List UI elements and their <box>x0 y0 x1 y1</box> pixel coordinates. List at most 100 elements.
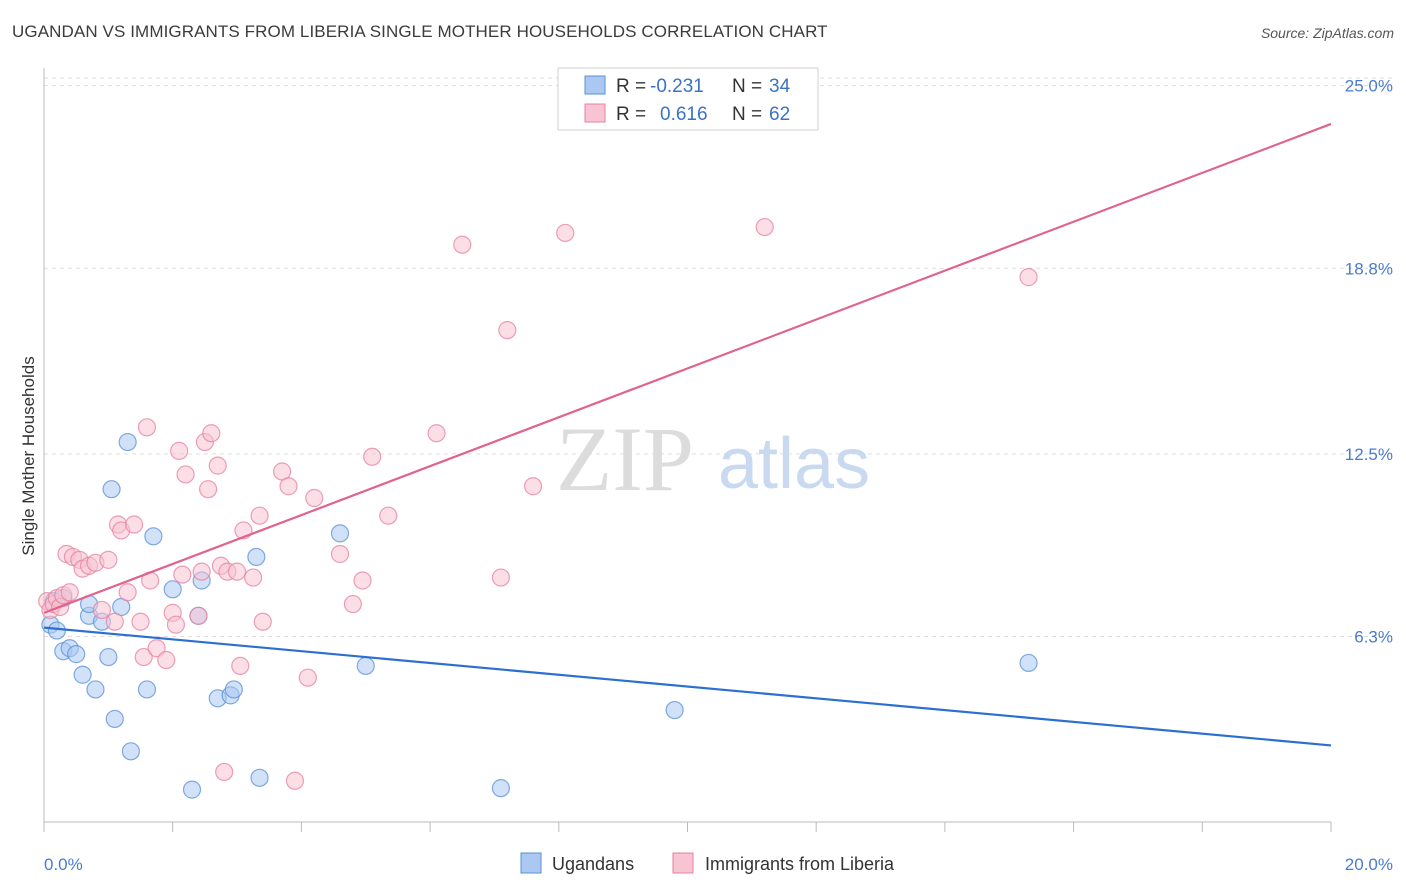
point-liberia-36 <box>208 456 227 475</box>
legend-swatch-ugandans <box>584 75 606 95</box>
point-liberia-52 <box>343 594 362 614</box>
point-ugandans-20 <box>182 780 202 799</box>
point-liberia-62 <box>1019 268 1038 287</box>
point-liberia-57 <box>453 235 472 254</box>
data-points <box>38 217 1038 799</box>
trend-line-liberia <box>43 122 1332 614</box>
point-liberia-31 <box>189 606 208 625</box>
point-ugandans-15 <box>118 432 137 452</box>
y-tick-label-0: 6.3% <box>1354 627 1393 646</box>
point-liberia-29 <box>173 565 192 584</box>
y-tick-label-3: 25.0% <box>1345 77 1393 96</box>
x-tick-labels: 0.0% 20.0% <box>44 855 1393 874</box>
legend-r-label-1: R = <box>616 76 646 97</box>
trend-lines <box>43 122 1332 747</box>
point-liberia-47 <box>279 477 298 496</box>
point-liberia-32 <box>192 562 211 581</box>
legend-r-value-1: -0.231 <box>650 76 704 97</box>
y-axis-label: Single Mother Households <box>19 356 38 555</box>
point-liberia-13 <box>92 600 112 620</box>
axes <box>43 68 1332 832</box>
point-liberia-48 <box>285 771 305 790</box>
point-liberia-18 <box>118 583 137 602</box>
point-ugandans-29 <box>356 656 375 675</box>
point-ugandans-1 <box>47 621 66 640</box>
trend-line-ugandans <box>43 626 1332 747</box>
bottom-legend-label-liberia: Immigrants from Liberia <box>705 854 895 874</box>
point-ugandans-27 <box>250 768 269 787</box>
point-liberia-61 <box>755 217 774 237</box>
legend-swatch-liberia <box>584 103 606 123</box>
point-liberia-51 <box>330 544 350 564</box>
point-liberia-44 <box>250 506 269 525</box>
legend-r-value-2: 0.616 <box>660 104 708 125</box>
watermark-atlas: atlas <box>718 424 870 504</box>
point-ugandans-19 <box>163 580 182 599</box>
series-legend: Ugandans Immigrants from Liberia <box>520 852 895 874</box>
point-liberia-60 <box>556 223 575 243</box>
point-liberia-45 <box>253 612 272 631</box>
bottom-legend-label-ugandans: Ugandans <box>552 854 634 874</box>
point-liberia-19 <box>124 515 144 534</box>
point-liberia-27 <box>166 615 186 634</box>
point-liberia-15 <box>105 612 124 631</box>
point-ugandans-9 <box>86 680 105 699</box>
bottom-legend-swatch-ugandans <box>520 852 542 874</box>
point-liberia-28 <box>170 441 189 460</box>
point-liberia-22 <box>137 418 157 437</box>
point-ugandans-12 <box>102 480 121 499</box>
x-tick-label-0: 0.0% <box>44 855 83 874</box>
point-ugandans-26 <box>247 547 266 567</box>
point-ugandans-13 <box>105 709 124 729</box>
point-liberia-35 <box>202 424 221 443</box>
point-ugandans-25 <box>224 680 243 699</box>
point-ugandans-32 <box>1019 653 1038 673</box>
point-liberia-25 <box>157 650 176 670</box>
point-liberia-58 <box>498 321 517 340</box>
point-liberia-14 <box>99 550 118 569</box>
point-liberia-49 <box>298 668 317 687</box>
point-liberia-41 <box>231 656 250 675</box>
point-liberia-24 <box>147 639 166 658</box>
legend-n-label-2: N = <box>732 104 762 125</box>
point-ugandans-16 <box>121 742 140 761</box>
source-credit: Source: ZipAtlas.com <box>1260 25 1394 41</box>
point-liberia-56 <box>427 424 446 443</box>
y-tick-label-1: 12.5% <box>1345 445 1393 464</box>
point-liberia-53 <box>353 571 372 590</box>
point-liberia-59 <box>523 477 543 496</box>
point-liberia-38 <box>215 762 234 782</box>
point-liberia-20 <box>131 612 150 631</box>
point-ugandans-11 <box>99 647 118 667</box>
point-ugandans-5 <box>67 645 86 664</box>
watermark: ZIP atlas <box>556 408 870 510</box>
point-ugandans-17 <box>137 680 157 699</box>
legend-r-label-2: R = <box>616 104 646 125</box>
chart-title: UGANDAN VS IMMIGRANTS FROM LIBERIA SINGL… <box>12 22 828 41</box>
point-ugandans-28 <box>330 524 350 543</box>
point-ugandans-30 <box>491 779 510 798</box>
point-liberia-54 <box>363 447 382 466</box>
point-liberia-55 <box>379 506 398 525</box>
point-liberia-30 <box>176 465 195 484</box>
x-tick-label-1: 20.0% <box>1345 855 1393 874</box>
point-liberia-50 <box>305 488 324 508</box>
watermark-zip: ZIP <box>556 408 694 510</box>
point-liberia-21 <box>134 647 153 667</box>
y-tick-labels: 6.3% 12.5% 18.8% 25.0% <box>1345 77 1393 647</box>
y-tick-label-2: 18.8% <box>1345 259 1393 278</box>
legend-n-value-2: 62 <box>769 104 790 125</box>
point-liberia-63 <box>491 568 510 587</box>
point-liberia-7 <box>60 583 79 602</box>
point-ugandans-6 <box>73 665 92 684</box>
legend-n-label-1: N = <box>732 76 762 97</box>
legend-n-value-1: 34 <box>769 76 791 97</box>
point-ugandans-18 <box>144 527 163 546</box>
point-liberia-40 <box>227 562 247 581</box>
point-liberia-34 <box>198 480 218 499</box>
point-liberia-43 <box>244 568 263 587</box>
stats-legend: R = -0.231 N = 34 R = 0.616 N = 62 <box>557 67 819 131</box>
point-ugandans-31 <box>665 700 684 720</box>
bottom-legend-swatch-liberia <box>672 852 694 874</box>
